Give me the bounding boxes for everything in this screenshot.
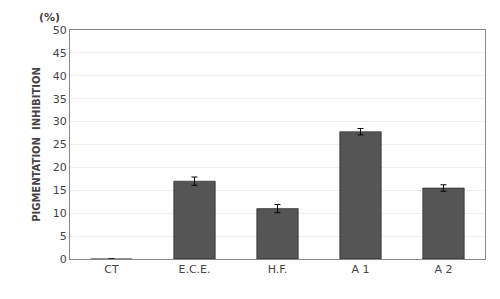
svg-text:20: 20 xyxy=(53,161,67,174)
svg-text:CT: CT xyxy=(104,263,119,276)
svg-text:40: 40 xyxy=(53,70,67,83)
svg-text:30: 30 xyxy=(53,115,67,128)
svg-text:PIGMENTATION INHIBITION: PIGMENTATION INHIBITION xyxy=(31,67,42,222)
svg-text:5: 5 xyxy=(60,230,67,243)
svg-text:10: 10 xyxy=(53,207,67,220)
svg-text:A 1: A 1 xyxy=(351,263,369,276)
svg-text:0: 0 xyxy=(60,253,67,266)
svg-text:50: 50 xyxy=(53,24,67,37)
svg-text:45: 45 xyxy=(53,47,67,60)
svg-text:E.C.E.: E.C.E. xyxy=(178,263,210,276)
svg-text:25: 25 xyxy=(53,138,67,151)
svg-text:(%): (%) xyxy=(39,11,60,24)
svg-text:35: 35 xyxy=(53,93,67,106)
svg-text:15: 15 xyxy=(53,184,67,197)
svg-text:A 2: A 2 xyxy=(434,263,452,276)
svg-text:H.F.: H.F. xyxy=(268,263,288,276)
